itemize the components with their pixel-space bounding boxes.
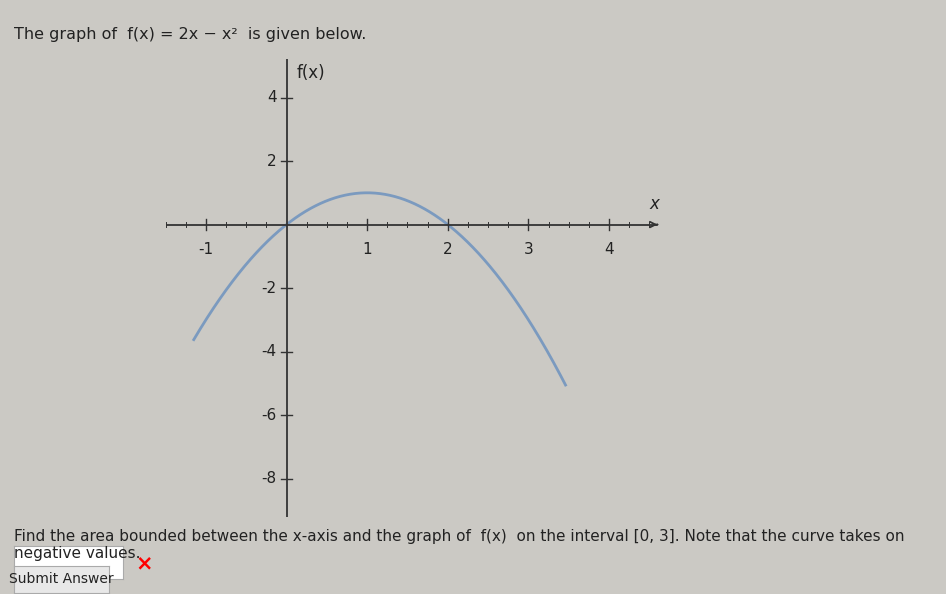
Text: The graph of  f(x) = 2x − x²  is given below.: The graph of f(x) = 2x − x² is given bel…	[14, 27, 366, 42]
Text: 2: 2	[267, 153, 277, 169]
Text: -2: -2	[262, 280, 277, 296]
Text: Find the area bounded between the x-axis and the graph of  f(x)  on the interval: Find the area bounded between the x-axis…	[14, 529, 904, 561]
Text: f(x): f(x)	[296, 64, 324, 82]
Text: x: x	[649, 195, 659, 213]
Text: 2: 2	[443, 242, 452, 257]
Text: -1: -1	[199, 242, 214, 257]
Text: ×: ×	[135, 553, 152, 573]
Text: 1: 1	[362, 242, 372, 257]
Text: Submit Answer: Submit Answer	[9, 573, 114, 586]
Text: 3: 3	[523, 242, 534, 257]
Text: 4: 4	[267, 90, 277, 105]
Text: -4: -4	[262, 344, 277, 359]
Text: -6: -6	[262, 407, 277, 423]
Text: 4: 4	[604, 242, 614, 257]
Text: -8: -8	[262, 471, 277, 486]
